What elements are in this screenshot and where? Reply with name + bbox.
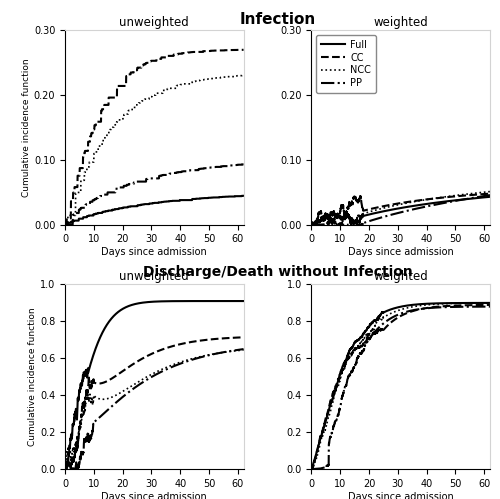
Text: Discharge/Death without Infection: Discharge/Death without Infection [142,265,412,279]
Text: Infection: Infection [240,12,316,27]
X-axis label: Days since admission: Days since admission [348,492,454,499]
X-axis label: Days since admission: Days since admission [348,247,454,257]
Title: unweighted: unweighted [120,16,189,29]
Y-axis label: Cumulative incidence function: Cumulative incidence function [22,58,31,197]
Title: unweighted: unweighted [120,270,189,283]
Title: weighted: weighted [374,16,428,29]
Legend: Full, CC, NCC, PP: Full, CC, NCC, PP [316,35,376,93]
X-axis label: Days since admission: Days since admission [102,492,207,499]
Y-axis label: Cumulative incidence function: Cumulative incidence function [28,307,37,446]
X-axis label: Days since admission: Days since admission [102,247,207,257]
Title: weighted: weighted [374,270,428,283]
